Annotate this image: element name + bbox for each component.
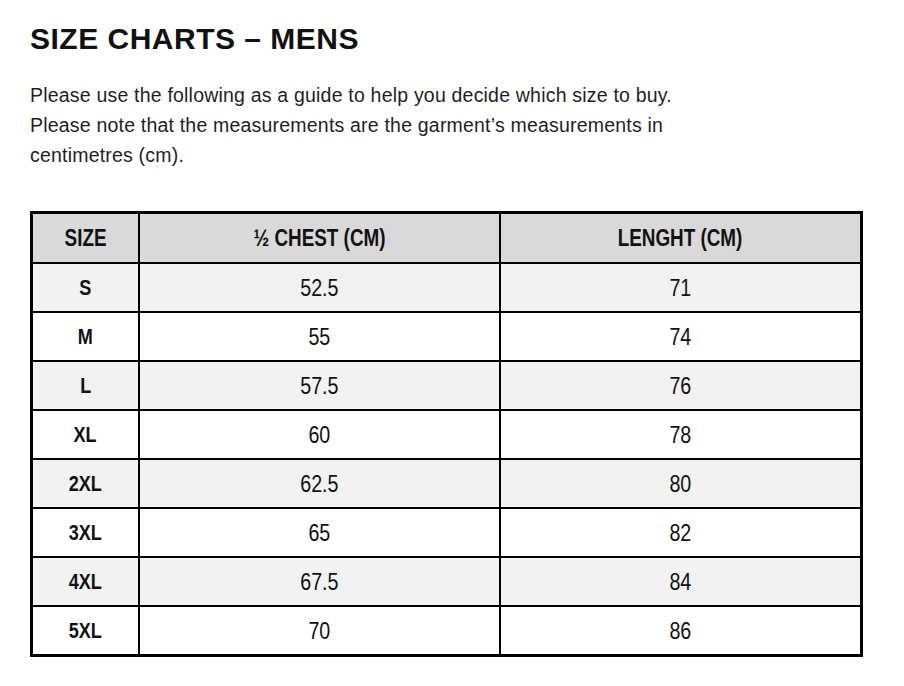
document-page: SIZE CHARTS – MENS Please use the follow…: [0, 0, 904, 686]
half-chest-cell: 70: [139, 606, 500, 656]
half-chest-cell: 67.5: [139, 557, 500, 606]
size-cell: S: [32, 263, 139, 312]
table-row: 4XL 67.5 84: [32, 557, 862, 606]
size-cell: L: [32, 361, 139, 410]
length-cell: 84: [500, 557, 862, 606]
size-cell: 3XL: [32, 508, 139, 557]
length-cell: 74: [500, 312, 862, 361]
size-table: SIZE ½ CHEST (CM) LENGHT (CM) S 52.5 71 …: [30, 211, 863, 657]
column-header-length: LENGHT (CM): [500, 213, 862, 264]
half-chest-cell: 55: [139, 312, 500, 361]
table-row: M 55 74: [32, 312, 862, 361]
size-table-header-row: SIZE ½ CHEST (CM) LENGHT (CM): [32, 213, 862, 264]
size-cell: M: [32, 312, 139, 361]
table-row: L 57.5 76: [32, 361, 862, 410]
half-chest-cell: 52.5: [139, 263, 500, 312]
length-cell: 82: [500, 508, 862, 557]
length-cell: 78: [500, 410, 862, 459]
half-chest-cell: 62.5: [139, 459, 500, 508]
page-title: SIZE CHARTS – MENS: [30, 22, 874, 56]
half-chest-cell: 60: [139, 410, 500, 459]
size-cell: 5XL: [32, 606, 139, 656]
table-row: S 52.5 71: [32, 263, 862, 312]
table-row: 5XL 70 86: [32, 606, 862, 656]
length-cell: 86: [500, 606, 862, 656]
size-cell: 4XL: [32, 557, 139, 606]
length-cell: 76: [500, 361, 862, 410]
intro-line: Please note that the measurements are th…: [30, 110, 874, 140]
table-row: 2XL 62.5 80: [32, 459, 862, 508]
intro-paragraph: Please use the following as a guide to h…: [30, 80, 874, 170]
table-row: 3XL 65 82: [32, 508, 862, 557]
length-cell: 80: [500, 459, 862, 508]
intro-line: Please use the following as a guide to h…: [30, 80, 874, 110]
table-row: XL 60 78: [32, 410, 862, 459]
size-cell: XL: [32, 410, 139, 459]
half-chest-cell: 65: [139, 508, 500, 557]
column-header-half-chest: ½ CHEST (CM): [139, 213, 500, 264]
length-cell: 71: [500, 263, 862, 312]
intro-line: centimetres (cm).: [30, 140, 874, 170]
column-header-size: SIZE: [32, 213, 139, 264]
half-chest-cell: 57.5: [139, 361, 500, 410]
size-cell: 2XL: [32, 459, 139, 508]
